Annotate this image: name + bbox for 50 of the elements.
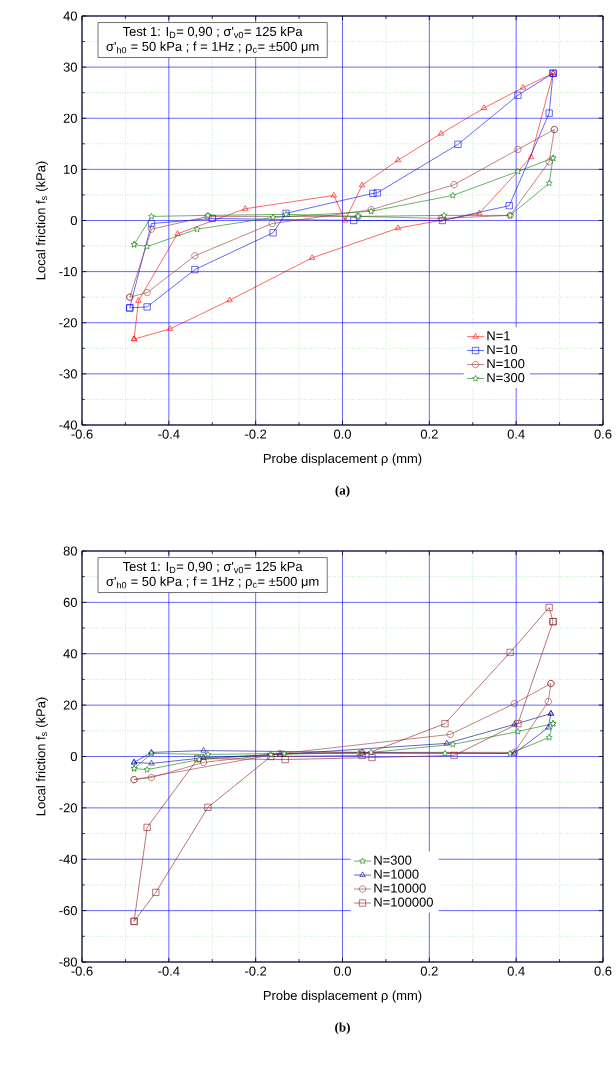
y-tick-label: 60 xyxy=(63,597,77,607)
x-tick-label: 0.6 xyxy=(594,429,612,439)
y-tick-label: -10 xyxy=(59,267,77,277)
x-tick-label: -0.2 xyxy=(245,429,267,439)
y-tick-label: -80 xyxy=(59,957,77,967)
x-tick-label: -0.6 xyxy=(71,966,93,976)
annotation: Test 1: I$_{D}$= 0,90 ; σ'$_{v0}$= 125 kPa xyxy=(122,561,303,574)
y-tick-label: 20 xyxy=(63,700,77,710)
legend-label: N=10 xyxy=(487,345,518,355)
x-tick-label: -0.6 xyxy=(71,429,93,439)
text: (b) xyxy=(335,1022,350,1035)
y-tick-label: -30 xyxy=(59,369,77,379)
y-tick-label: 80 xyxy=(63,546,77,556)
x-tick-label: 0.6 xyxy=(594,966,612,976)
x-tick-label: 0.2 xyxy=(420,966,438,976)
legend-label: N=1 xyxy=(487,331,510,341)
annotation: σ'$_{h0}$ = 50 kPa ; f = 1Hz ; ρ$_{c}$= ±500 μm xyxy=(106,41,319,54)
y-tick-label: 0 xyxy=(70,751,77,762)
x-tick-label: -0.4 xyxy=(158,429,180,439)
y-tick-label: 30 xyxy=(63,62,77,72)
x-tick-label: 0.4 xyxy=(507,429,525,439)
y-tick-label: 40 xyxy=(63,649,77,659)
x-tick-label: 0.0 xyxy=(334,429,351,439)
x-tick-label: 0.2 xyxy=(420,429,438,439)
legend-label: N=1000 xyxy=(374,869,419,879)
x-tick-label: -0.2 xyxy=(245,966,267,976)
x-tick-label: 0.0 xyxy=(334,966,351,976)
y-axis-title: Local friction f$_{s}$ (kPa) xyxy=(35,697,48,816)
annotation: Test 1: I$_{D}$= 0,90 ; σ'$_{v0}$= 125 kPa xyxy=(122,26,303,39)
x-tick-label: -0.4 xyxy=(158,966,180,976)
y-axis-title: Local friction f$_{s}$ (kPa) xyxy=(35,161,48,280)
y-tick-label: 0 xyxy=(70,215,77,226)
y-tick-label: -20 xyxy=(59,803,77,813)
legend-label: N=300 xyxy=(487,373,525,383)
legend-label: N=300 xyxy=(374,855,412,865)
y-tick-label: 40 xyxy=(63,11,77,21)
y-tick-label: 10 xyxy=(64,164,77,174)
y-tick-label: -40 xyxy=(59,420,77,430)
y-tick-label: -40 xyxy=(59,854,77,864)
legend-label: N=100000 xyxy=(374,897,433,907)
y-tick-label: 20 xyxy=(63,113,77,123)
x-tick-label: 0.4 xyxy=(507,966,525,976)
annotation: σ'$_{h0}$ = 50 kPa ; f = 1Hz ; ρ$_{c}$= ±500 μm xyxy=(106,576,319,589)
text: (a) xyxy=(335,485,350,498)
legend-label: N=10000 xyxy=(374,883,426,893)
y-tick-label: -60 xyxy=(59,906,77,916)
x-axis-title: Probe displacement ρ (mm) xyxy=(263,990,422,1003)
y-tick-label: -20 xyxy=(59,318,77,328)
legend-label: N=100 xyxy=(487,359,525,369)
x-axis-title: Probe displacement ρ (mm) xyxy=(263,453,422,466)
